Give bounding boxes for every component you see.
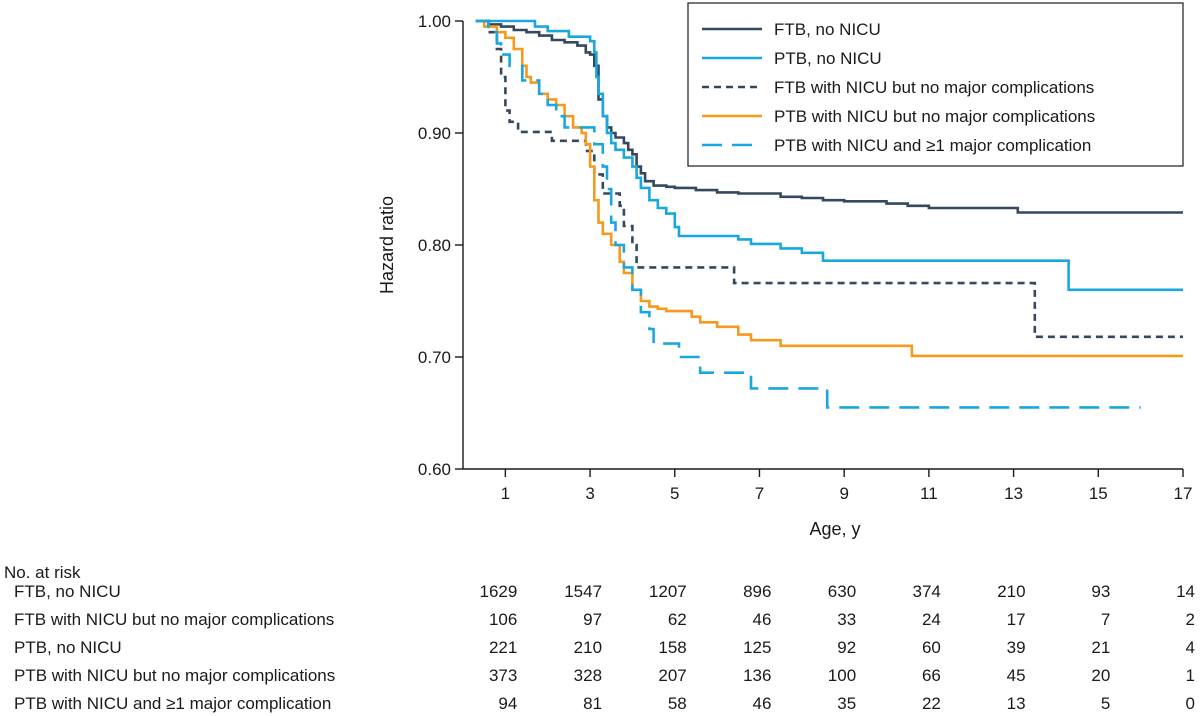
series-line-2 <box>475 19 1183 292</box>
risk-cell: 100 <box>828 666 856 685</box>
x-axis-title: Age, y <box>809 519 860 539</box>
risk-cell: 207 <box>658 666 686 685</box>
x-tick-label: 1 <box>501 484 510 503</box>
risk-cell: 24 <box>922 610 941 629</box>
risk-row-label: PTB, no NICU <box>14 638 122 657</box>
risk-cell: 14 <box>1176 582 1195 601</box>
risk-cell: 1629 <box>480 582 518 601</box>
legend: FTB, no NICU PTB, no NICU FTB with NICU bu… <box>687 2 1184 167</box>
risk-cell: 58 <box>668 694 687 713</box>
series-line-3 <box>475 19 1183 339</box>
risk-cell: 39 <box>1007 638 1026 657</box>
risk-cell: 13 <box>1007 694 1026 713</box>
y-tick-label: 0.80 <box>418 236 451 255</box>
risk-cell: 1 <box>1186 666 1195 685</box>
x-tick-label: 3 <box>585 484 594 503</box>
risk-row-label: PTB with NICU but no major complications <box>14 666 335 685</box>
risk-cell: 210 <box>997 582 1025 601</box>
risk-cell: 21 <box>1091 638 1110 657</box>
risk-cell: 5 <box>1101 694 1110 713</box>
risk-cell: 81 <box>583 694 602 713</box>
risk-cell: 221 <box>489 638 517 657</box>
risk-cell: 125 <box>743 638 771 657</box>
risk-cell: 93 <box>1091 582 1110 601</box>
series-line-1 <box>475 19 1183 214</box>
risk-cell: 33 <box>837 610 856 629</box>
risk-cell: 2 <box>1186 610 1195 629</box>
x-tick-label: 5 <box>670 484 679 503</box>
risk-cell: 158 <box>658 638 686 657</box>
risk-cell: 60 <box>922 638 941 657</box>
risk-cell: 1207 <box>649 582 687 601</box>
x-tick-label: 13 <box>1004 484 1023 503</box>
risk-cell: 97 <box>583 610 602 629</box>
risk-cell: 45 <box>1007 666 1026 685</box>
x-tick-label: 17 <box>1174 484 1193 503</box>
risk-cell: 62 <box>668 610 687 629</box>
risk-cell: 66 <box>922 666 941 685</box>
plot-lines <box>475 19 1183 409</box>
risk-cell: 92 <box>837 638 856 657</box>
legend-label: PTB, no NICU <box>774 49 882 68</box>
risk-cell: 136 <box>743 666 771 685</box>
risk-row-label: FTB, no NICU <box>14 582 121 601</box>
x-tick-label: 7 <box>755 484 764 503</box>
legend-label: FTB with NICU but no major complications <box>774 78 1094 97</box>
risk-cell: 35 <box>837 694 856 713</box>
risk-cell: 373 <box>489 666 517 685</box>
legend-label: PTB with NICU and ≥1 major complication <box>774 136 1091 155</box>
risk-cell: 328 <box>574 666 602 685</box>
series-line-4 <box>475 19 1183 358</box>
x-tick-label: 15 <box>1089 484 1108 503</box>
y-tick-label: 0.60 <box>418 460 451 479</box>
risk-row-label: FTB with NICU but no major complications <box>14 610 334 629</box>
risk-cell: 46 <box>753 610 772 629</box>
risk-cell: 20 <box>1091 666 1110 685</box>
risk-cell: 46 <box>753 694 772 713</box>
y-tick-label: 0.70 <box>418 348 451 367</box>
legend-box <box>687 2 1184 167</box>
risk-cell: 106 <box>489 610 517 629</box>
risk-cell: 17 <box>1007 610 1026 629</box>
risk-cell: 7 <box>1101 610 1110 629</box>
risk-cell: 630 <box>828 582 856 601</box>
y-tick-label: 1.00 <box>418 12 451 31</box>
risk-cell: 1547 <box>564 582 602 601</box>
legend-label: FTB, no NICU <box>774 20 881 39</box>
risk-cell: 896 <box>743 582 771 601</box>
risk-cell: 0 <box>1186 694 1195 713</box>
risk-table-heading: No. at risk <box>4 563 81 582</box>
legend-label: PTB with NICU but no major complications <box>774 107 1095 126</box>
x-tick-label: 9 <box>839 484 848 503</box>
risk-row-label: PTB with NICU and ≥1 major complication <box>14 694 331 713</box>
risk-cell: 22 <box>922 694 941 713</box>
x-tick-label: 11 <box>920 484 938 503</box>
risk-cell: 4 <box>1186 638 1195 657</box>
risk-cell: 210 <box>574 638 602 657</box>
y-axis-title: Hazard ratio <box>377 196 397 294</box>
risk-cell: 94 <box>498 694 517 713</box>
risk-cell: 374 <box>913 582 941 601</box>
y-tick-label: 0.90 <box>418 124 451 143</box>
series-line-5 <box>475 19 1141 409</box>
